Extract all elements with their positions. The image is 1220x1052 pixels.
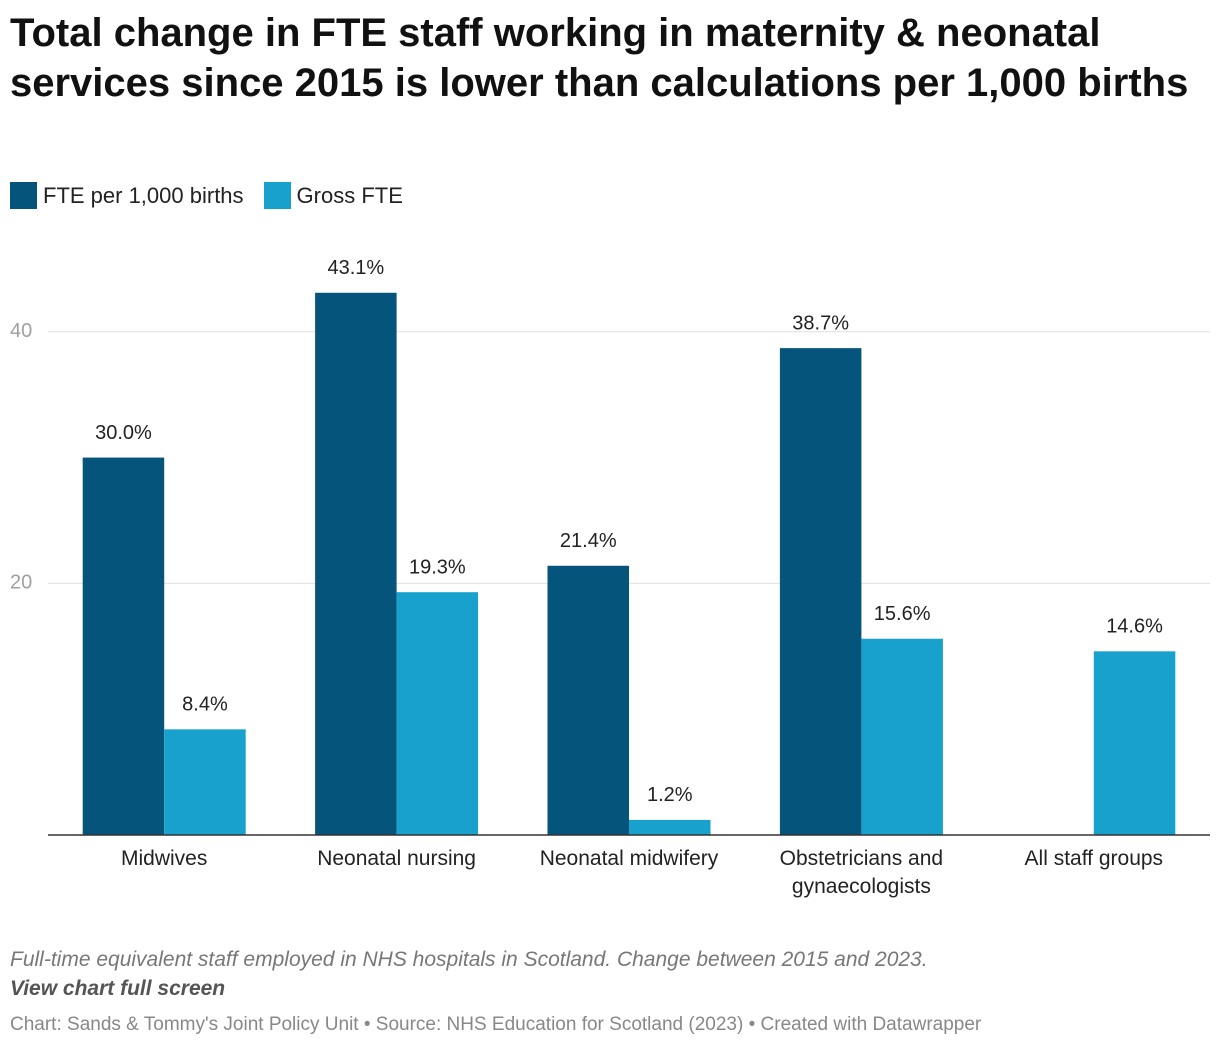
x-tick-label: Midwives — [121, 847, 208, 870]
bar — [861, 638, 943, 835]
bar — [779, 348, 862, 835]
value-label: 30.0% — [95, 422, 152, 444]
y-tick-label: 40 — [10, 320, 32, 342]
value-label: 14.6% — [1106, 616, 1163, 638]
y-tick-label: 20 — [10, 572, 32, 594]
value-label: 38.7% — [792, 312, 849, 334]
value-label: 19.3% — [409, 556, 466, 578]
bar — [629, 819, 711, 835]
x-tick-label: Obstetricians and gynaecologists — [779, 847, 944, 898]
bar — [315, 292, 397, 836]
bar — [82, 457, 165, 835]
bar — [547, 565, 629, 835]
legend-swatch — [10, 182, 37, 209]
value-label: 43.1% — [327, 257, 384, 279]
value-label: 21.4% — [560, 530, 617, 552]
bar — [396, 592, 479, 835]
x-tick-label: Neonatal nursing — [317, 847, 476, 870]
x-tick-label: Neonatal midwifery — [539, 847, 719, 870]
legend-label: FTE per 1,000 births — [43, 182, 244, 208]
bar — [164, 729, 246, 835]
legend-item: FTE per 1,000 births — [10, 182, 244, 209]
chart-title: Total change in FTE staff working in mat… — [10, 11, 1189, 105]
bar — [1093, 651, 1176, 835]
legend-swatch — [263, 182, 291, 209]
legend-item: Gross FTE — [263, 182, 403, 209]
x-tick-label: All staff groups — [1024, 847, 1164, 870]
notes: Full-time equivalent staff employed in N… — [10, 948, 928, 971]
legend-label: Gross FTE — [296, 182, 403, 208]
value-label: 1.2% — [647, 784, 693, 806]
legend: FTE per 1,000 births Gross FTE — [10, 182, 403, 209]
value-label: 8.4% — [182, 694, 228, 716]
full-screen-link[interactable]: View chart full screen — [10, 977, 226, 1000]
value-label: 15.6% — [874, 603, 931, 625]
credits: Chart: Sands & Tommy's Joint Policy Unit… — [10, 1014, 982, 1035]
